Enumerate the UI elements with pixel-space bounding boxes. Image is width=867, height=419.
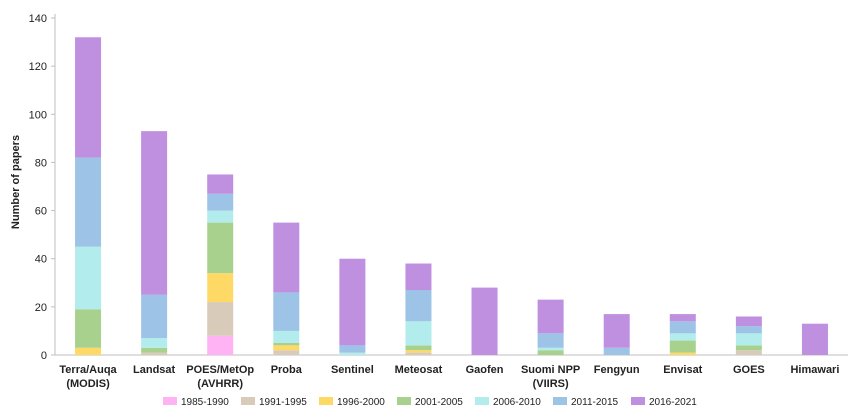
legend-label: 2016-2021 bbox=[649, 397, 697, 408]
bar-segment bbox=[405, 321, 432, 346]
x-category-label: Gaofen bbox=[466, 364, 504, 376]
x-category-label: (AVHRR) bbox=[197, 378, 243, 390]
bar-segment bbox=[75, 37, 102, 158]
y-tick-label: 20 bbox=[35, 302, 47, 314]
axes: 0 20 40 60 80 100 120 140 bbox=[29, 13, 848, 362]
x-category-label: Suomi NPP bbox=[521, 364, 580, 376]
x-category-label: Terra/Auqa bbox=[59, 364, 117, 376]
bar-segment bbox=[405, 290, 432, 322]
x-category-label: Sentinel bbox=[331, 364, 374, 376]
legend-swatch bbox=[397, 397, 411, 405]
bar-segment bbox=[801, 323, 828, 355]
y-tick-label: 100 bbox=[29, 109, 47, 121]
bar-segment bbox=[207, 273, 234, 303]
bar-segment bbox=[339, 258, 366, 346]
legend: 1985-1990 1991-1995 1996-2000 2001-2005 2006… bbox=[163, 397, 697, 408]
bar-segment bbox=[405, 345, 432, 351]
y-tick-label: 60 bbox=[35, 206, 47, 218]
bar-segment bbox=[669, 314, 696, 322]
bar-segment bbox=[141, 294, 168, 339]
bar-segment bbox=[537, 333, 564, 348]
bar-segment bbox=[207, 222, 234, 274]
bar-segment bbox=[339, 352, 366, 355]
bar-segment bbox=[273, 292, 300, 331]
bar-segment bbox=[273, 330, 300, 343]
x-category-label: Envisat bbox=[663, 364, 702, 376]
bar-segment bbox=[669, 333, 696, 341]
bar-segment bbox=[141, 131, 168, 295]
x-category-label: Proba bbox=[271, 364, 303, 376]
bar-segment bbox=[735, 345, 762, 351]
bar-segment bbox=[273, 345, 300, 351]
bar-segment bbox=[603, 314, 630, 348]
x-category-label: Meteosat bbox=[395, 364, 443, 376]
legend-swatch bbox=[319, 397, 333, 405]
x-category-label: Himawari bbox=[790, 364, 839, 376]
legend-label: 1996-2000 bbox=[337, 397, 385, 408]
y-axis-label: Number of papers bbox=[10, 135, 22, 229]
bar-segment bbox=[141, 347, 168, 353]
x-category-label: (VIIRS) bbox=[533, 378, 569, 390]
x-category-label: Landsat bbox=[133, 364, 176, 376]
y-tick-label: 80 bbox=[35, 157, 47, 169]
bar-segment bbox=[669, 321, 696, 334]
y-tick-label: 120 bbox=[29, 61, 47, 73]
y-tick-label: 40 bbox=[35, 254, 47, 266]
x-category-label: POES/MetOp bbox=[186, 364, 254, 376]
legend-swatch bbox=[631, 397, 645, 405]
bar-segment bbox=[207, 302, 234, 336]
legend-swatch bbox=[163, 397, 177, 405]
bar-segment bbox=[735, 326, 762, 334]
bar-segment bbox=[141, 338, 168, 348]
bar-segment bbox=[75, 157, 102, 247]
bar-segment bbox=[735, 316, 762, 327]
bar-segment bbox=[471, 287, 498, 355]
bar-segment bbox=[273, 222, 300, 293]
bar-segment bbox=[405, 352, 432, 355]
bar-segment bbox=[603, 347, 630, 355]
legend-swatch bbox=[475, 397, 489, 405]
bar-segment bbox=[339, 345, 366, 353]
legend-label: 2001-2005 bbox=[415, 397, 463, 408]
bar-segment bbox=[141, 352, 168, 355]
bars bbox=[75, 37, 828, 355]
bar-segment bbox=[273, 342, 300, 346]
x-category-label: Fengyun bbox=[594, 364, 640, 376]
legend-label: 1991-1995 bbox=[259, 397, 307, 408]
bar-segment bbox=[669, 340, 696, 353]
x-category-label: (MODIS) bbox=[66, 378, 110, 390]
bar-segment bbox=[75, 246, 102, 310]
bar-segment bbox=[735, 350, 762, 355]
x-category-label: GOES bbox=[733, 364, 765, 376]
bar-segment bbox=[405, 350, 432, 353]
legend-label: 1985-1990 bbox=[181, 397, 229, 408]
bar-segment bbox=[537, 347, 564, 351]
bar-segment bbox=[537, 350, 564, 355]
bar-segment bbox=[207, 210, 234, 223]
bar-segment bbox=[75, 347, 102, 355]
legend-label: 2006-2010 bbox=[493, 397, 541, 408]
bar-segment bbox=[669, 352, 696, 355]
bar-segment bbox=[207, 335, 234, 355]
bar-segment bbox=[207, 174, 234, 194]
bar-segment bbox=[75, 309, 102, 348]
legend-label: 2011-2015 bbox=[571, 397, 619, 408]
legend-swatch bbox=[553, 397, 567, 405]
bar-segment bbox=[735, 333, 762, 346]
legend-swatch bbox=[241, 397, 255, 405]
bar-segment bbox=[207, 193, 234, 211]
bar-segment bbox=[537, 299, 564, 334]
bar-segment bbox=[273, 350, 300, 355]
y-tick-label: 140 bbox=[29, 13, 47, 25]
category-labels: Terra/Auqa (MODIS) Landsat POES/MetOp (AVHRR… bbox=[59, 364, 839, 390]
y-tick-label: 0 bbox=[41, 350, 47, 362]
bar-segment bbox=[405, 263, 432, 291]
